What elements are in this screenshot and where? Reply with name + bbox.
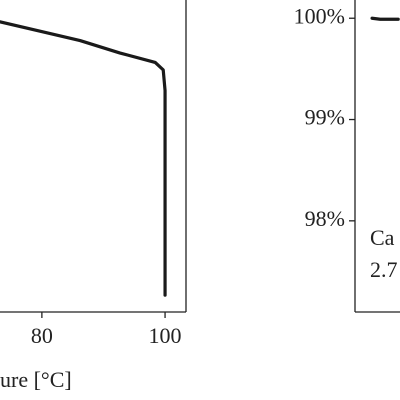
y-tick-label: 100% [294, 3, 345, 28]
annotation: Ca [370, 225, 395, 250]
x-tick-label: 100 [149, 323, 182, 348]
data-line [370, 16, 400, 21]
y-tick-label: 98% [305, 206, 345, 231]
x-axis-label: ure [°C] [0, 367, 72, 392]
y-tick-label: 99% [305, 105, 345, 130]
x-tick-label: 80 [31, 323, 53, 348]
data-line [0, 20, 167, 297]
annotation: 2.7 [370, 257, 398, 282]
